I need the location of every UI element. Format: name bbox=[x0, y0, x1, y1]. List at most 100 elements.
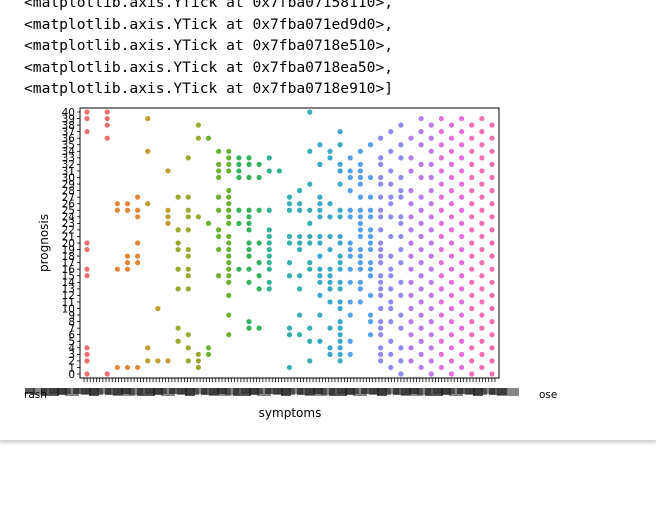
data-point bbox=[449, 123, 454, 128]
data-point bbox=[348, 240, 353, 245]
data-point bbox=[439, 142, 444, 147]
data-point bbox=[429, 201, 434, 206]
data-point bbox=[449, 227, 454, 232]
data-point bbox=[408, 293, 413, 298]
data-point bbox=[378, 208, 383, 213]
data-point bbox=[186, 254, 191, 259]
data-point bbox=[348, 208, 353, 213]
data-point bbox=[378, 280, 383, 285]
data-point bbox=[338, 306, 343, 311]
data-point bbox=[165, 208, 170, 213]
data-point bbox=[267, 286, 272, 291]
data-point bbox=[226, 208, 231, 213]
data-point bbox=[398, 214, 403, 219]
data-point bbox=[449, 175, 454, 180]
data-point bbox=[317, 201, 322, 206]
data-point bbox=[378, 306, 383, 311]
data-point bbox=[226, 267, 231, 272]
data-point bbox=[419, 116, 424, 121]
data-point bbox=[489, 162, 494, 167]
data-point bbox=[327, 149, 332, 154]
data-point bbox=[469, 267, 474, 272]
data-point bbox=[419, 286, 424, 291]
data-point bbox=[236, 175, 241, 180]
data-point bbox=[489, 214, 494, 219]
data-point bbox=[419, 142, 424, 147]
data-point bbox=[368, 293, 373, 298]
data-point bbox=[257, 240, 262, 245]
data-point bbox=[317, 273, 322, 278]
data-point bbox=[398, 234, 403, 239]
data-point bbox=[348, 254, 353, 259]
data-point bbox=[287, 208, 292, 213]
data-point bbox=[84, 371, 89, 376]
data-point bbox=[479, 299, 484, 304]
data-point bbox=[267, 240, 272, 245]
data-point bbox=[226, 332, 231, 337]
data-point bbox=[459, 299, 464, 304]
data-point bbox=[206, 345, 211, 350]
data-point bbox=[267, 247, 272, 252]
data-point bbox=[84, 273, 89, 278]
data-point bbox=[317, 195, 322, 200]
data-point bbox=[176, 227, 181, 232]
data-point bbox=[439, 208, 444, 213]
data-point bbox=[419, 162, 424, 167]
data-point bbox=[408, 168, 413, 173]
data-point bbox=[338, 339, 343, 344]
data-point bbox=[338, 286, 343, 291]
data-point bbox=[398, 188, 403, 193]
data-point bbox=[449, 332, 454, 337]
data-point bbox=[439, 286, 444, 291]
data-point bbox=[398, 293, 403, 298]
data-point bbox=[398, 247, 403, 252]
data-point bbox=[489, 175, 494, 180]
data-point bbox=[226, 195, 231, 200]
data-point bbox=[449, 371, 454, 376]
data-point bbox=[125, 267, 130, 272]
data-point bbox=[206, 221, 211, 226]
data-point bbox=[84, 109, 89, 114]
data-point bbox=[257, 162, 262, 167]
data-point bbox=[125, 365, 130, 370]
data-point bbox=[196, 352, 201, 357]
data-point bbox=[307, 149, 312, 154]
data-point bbox=[408, 332, 413, 337]
data-point bbox=[135, 208, 140, 213]
data-point bbox=[479, 352, 484, 357]
data-point bbox=[388, 306, 393, 311]
data-point bbox=[459, 195, 464, 200]
data-point bbox=[327, 280, 332, 285]
data-point bbox=[246, 280, 251, 285]
data-point bbox=[398, 221, 403, 226]
data-point bbox=[439, 234, 444, 239]
data-point bbox=[135, 254, 140, 259]
data-point bbox=[338, 299, 343, 304]
data-point bbox=[338, 260, 343, 265]
data-point bbox=[449, 345, 454, 350]
data-point bbox=[439, 260, 444, 265]
data-point bbox=[449, 358, 454, 363]
data-point bbox=[115, 365, 120, 370]
data-point bbox=[459, 142, 464, 147]
data-point bbox=[459, 181, 464, 186]
data-point bbox=[358, 168, 363, 173]
data-point bbox=[358, 227, 363, 232]
data-point bbox=[327, 286, 332, 291]
data-point bbox=[307, 339, 312, 344]
data-point bbox=[226, 149, 231, 154]
data-point bbox=[348, 188, 353, 193]
data-point bbox=[469, 240, 474, 245]
data-point bbox=[236, 168, 241, 173]
data-point bbox=[469, 136, 474, 141]
data-point bbox=[246, 208, 251, 213]
data-point bbox=[84, 129, 89, 134]
data-point bbox=[327, 345, 332, 350]
data-point bbox=[439, 155, 444, 160]
data-point bbox=[317, 142, 322, 147]
data-point bbox=[479, 326, 484, 331]
data-point bbox=[429, 319, 434, 324]
data-point bbox=[449, 306, 454, 311]
data-point bbox=[378, 155, 383, 160]
data-point bbox=[479, 286, 484, 291]
